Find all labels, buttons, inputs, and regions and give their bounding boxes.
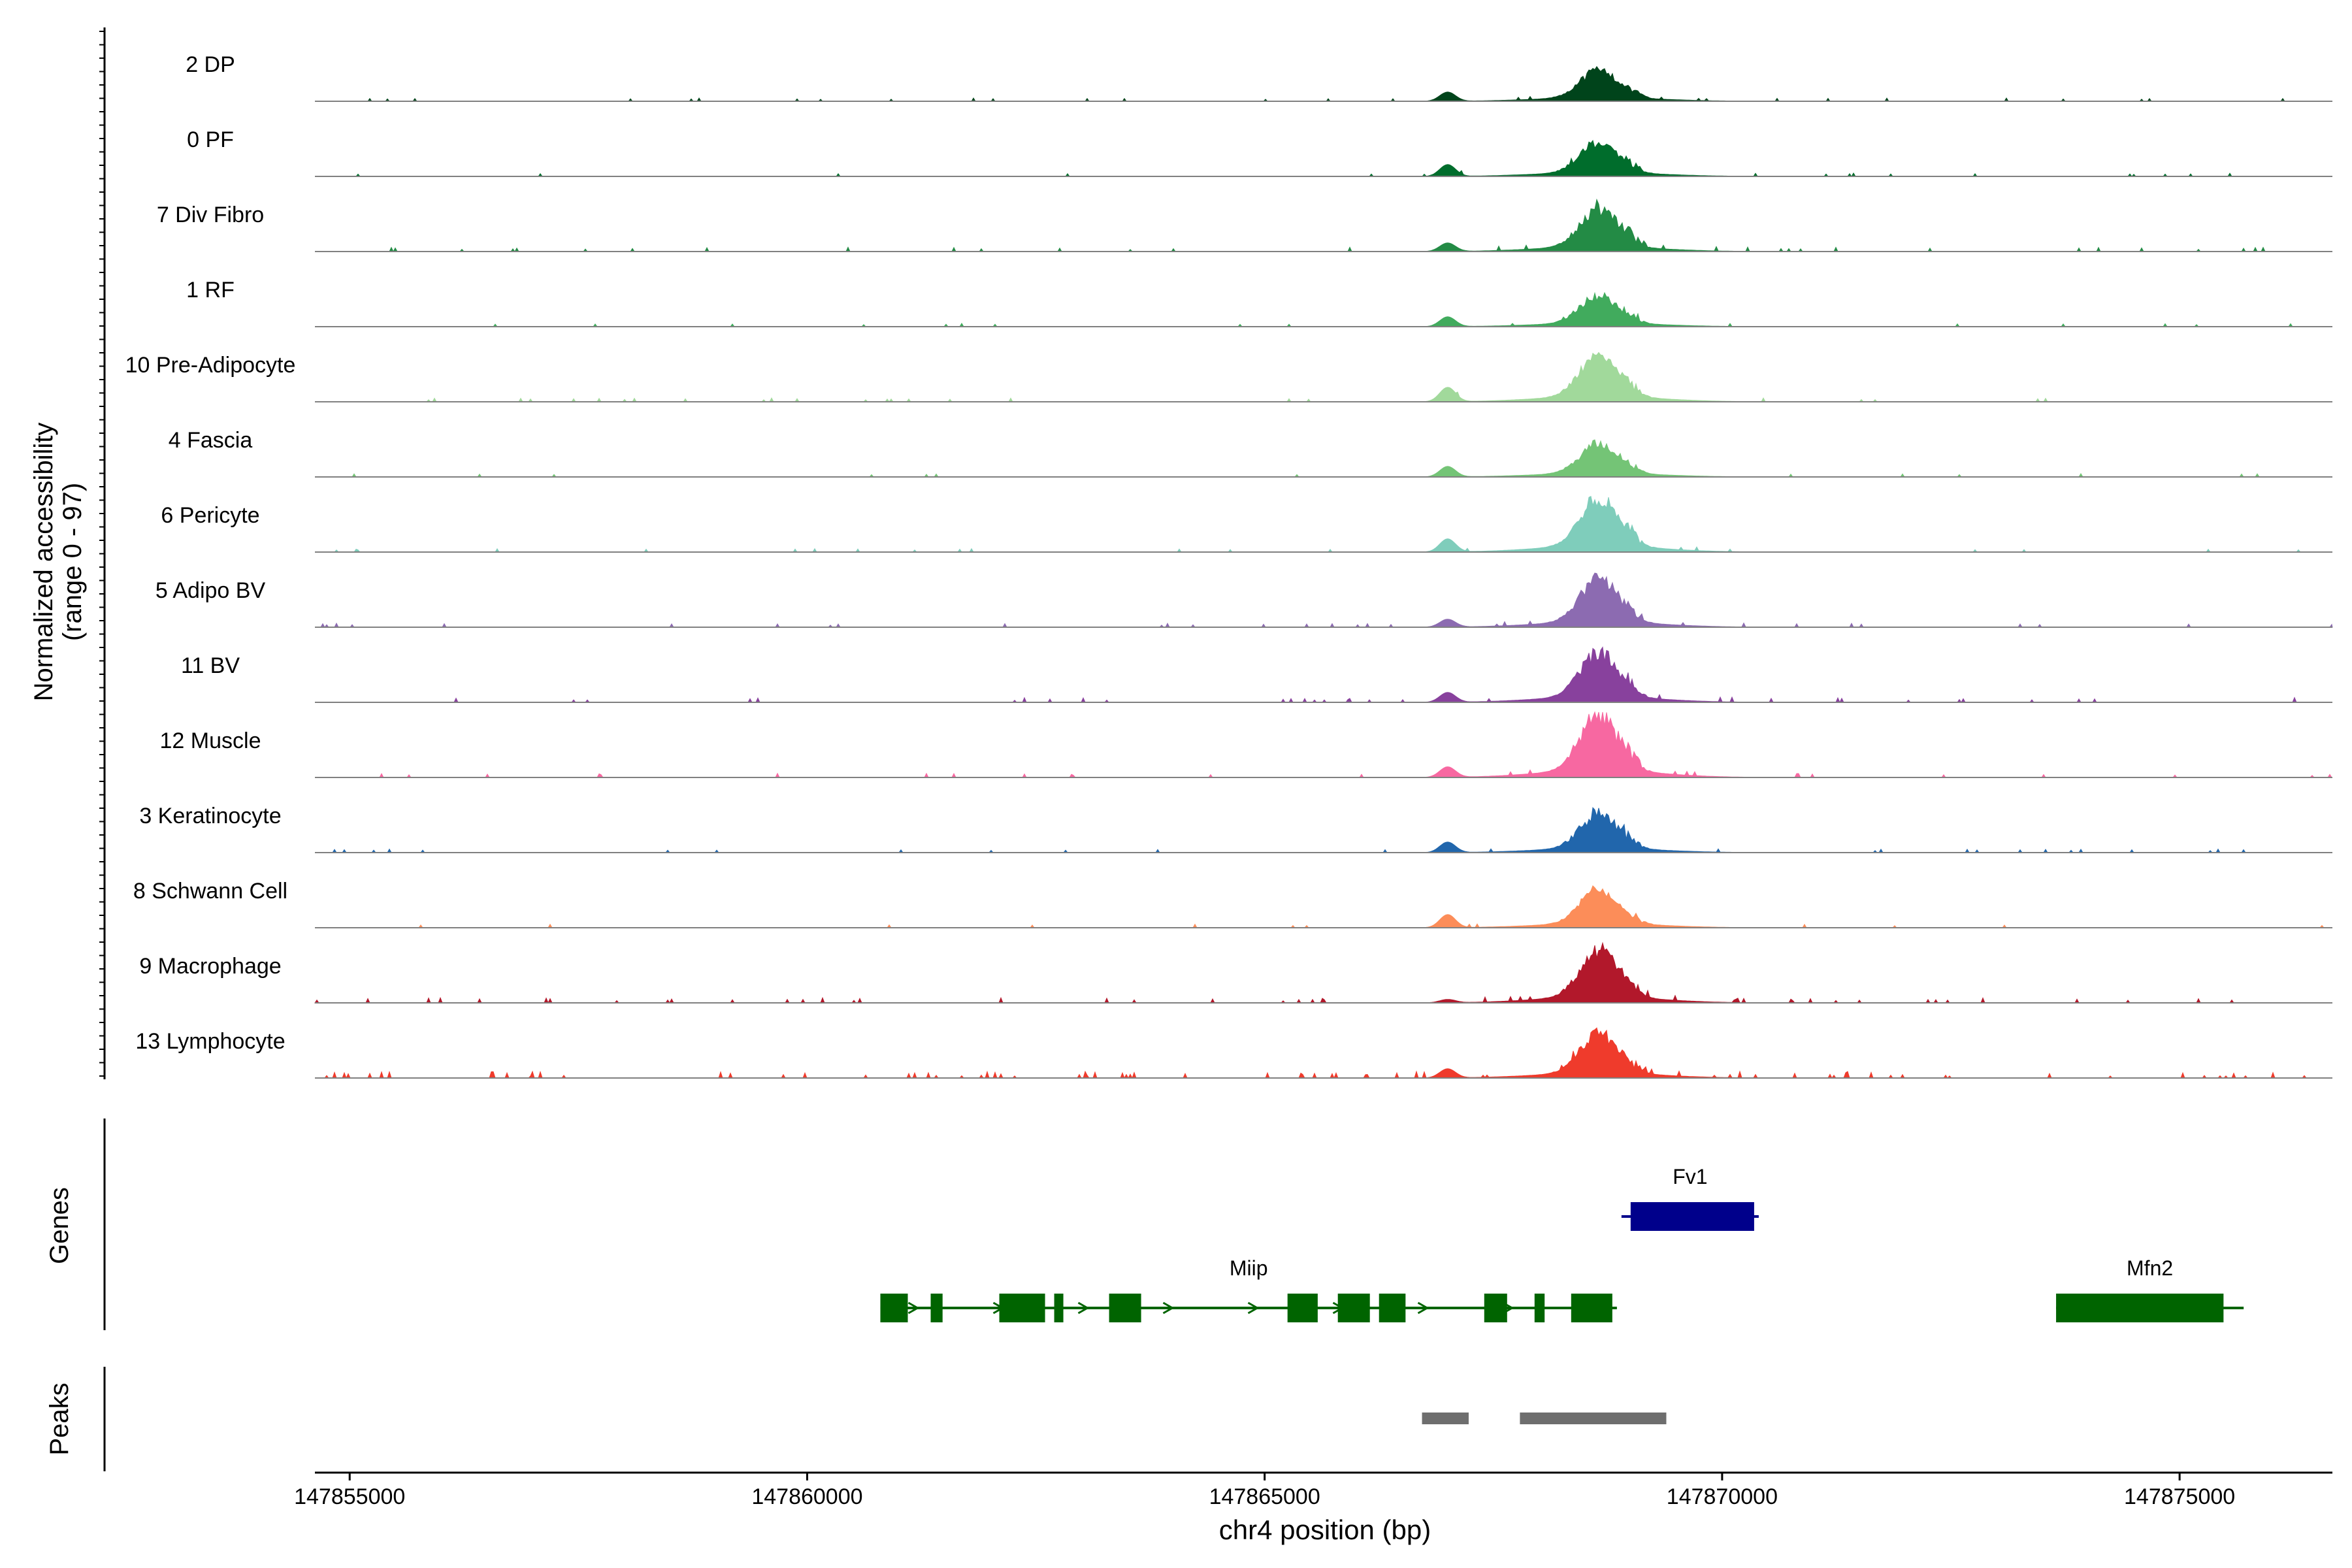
strand-arrow	[1077, 1301, 1090, 1315]
gene-exon	[999, 1294, 1045, 1322]
y-axis-label: Normalized accessibility	[29, 423, 58, 702]
gene-exon	[1484, 1294, 1507, 1322]
gene-label: Mfn2	[2127, 1256, 2173, 1280]
coverage-area	[315, 351, 2332, 402]
gene-exon	[880, 1294, 908, 1322]
peak-region	[1422, 1413, 1469, 1424]
x-tick-label: 147870000	[1667, 1484, 1778, 1509]
coverage-area	[315, 711, 2332, 778]
x-tick-label: 147875000	[2124, 1484, 2235, 1509]
track-label: 3 Keratinocyte	[139, 804, 281, 828]
track-label: 7 Div Fibro	[157, 203, 264, 227]
coverage-area	[315, 439, 2332, 478]
strand-arrow	[1247, 1301, 1260, 1315]
coverage-area	[315, 198, 2332, 253]
track-label: 6 Pericyte	[161, 503, 259, 528]
coverage-area	[315, 291, 2332, 327]
coverage-area	[314, 941, 2332, 1004]
track-label: 12 Muscle	[160, 728, 261, 753]
coverage-area	[315, 1027, 2332, 1079]
gene-fv1: Fv1	[1621, 1165, 1759, 1231]
track-label: 9 Macrophage	[139, 954, 281, 979]
gene-exon	[1109, 1294, 1141, 1322]
strand-arrow	[907, 1301, 920, 1315]
peaks-track-label: Peaks	[45, 1382, 74, 1455]
gene-exon	[2056, 1294, 2224, 1322]
coverage-area	[315, 807, 2332, 853]
track-label: 11 BV	[181, 653, 240, 678]
y-axis-label-range: (range 0 - 97)	[58, 483, 87, 641]
gene-exon	[1287, 1294, 1318, 1322]
coverage-tracks: 2 DP 0 PF 7 Div Fibro 1 RF 10 Pre-Adipocyte 4…	[125, 52, 2333, 1079]
gene-miip: Miip	[880, 1256, 1617, 1322]
track-label: 13 Lymphocyte	[135, 1029, 285, 1054]
gene-exon	[1379, 1294, 1406, 1322]
coverage-area	[315, 66, 2332, 102]
genes-track-label: Genes	[45, 1187, 74, 1264]
coverage-area	[315, 139, 2332, 177]
gene-exon	[930, 1294, 943, 1322]
peaks-track	[103, 1367, 1667, 1471]
gene-mfn2: Mfn2	[2056, 1256, 2244, 1322]
strand-arrow	[1417, 1301, 1429, 1315]
gene-exon	[1054, 1294, 1064, 1322]
gene-label: Miip	[1230, 1256, 1268, 1280]
gene-exon	[1534, 1294, 1545, 1322]
x-axis-label: chr4 position (bp)	[1219, 1514, 1431, 1545]
x-axis: 147855000 147860000 147865000 147870000 1478…	[294, 1471, 2332, 1509]
coverage-y-axis	[99, 27, 106, 1079]
gene-annotation-track: Fv1 Miip Mfn2	[103, 1119, 2244, 1330]
coverage-area	[315, 646, 2332, 704]
track-label: 0 PF	[187, 127, 234, 152]
gene-label: Fv1	[1673, 1165, 1707, 1188]
x-tick-label: 147855000	[294, 1484, 405, 1509]
peak-region	[1520, 1413, 1667, 1424]
track-label: 4 Fascia	[169, 428, 253, 453]
track-label: 5 Adipo BV	[155, 578, 266, 603]
coverage-area	[315, 495, 2332, 553]
coverage-area	[315, 885, 2332, 928]
gene-exon	[1630, 1202, 1754, 1231]
strand-arrow	[1162, 1301, 1175, 1315]
track-label: 1 RF	[186, 278, 235, 302]
coverage-area	[315, 572, 2333, 628]
track-label: 8 Schwann Cell	[133, 879, 287, 904]
gene-exon	[1571, 1294, 1612, 1322]
track-label: 10 Pre-Adipocyte	[125, 353, 296, 378]
x-tick-label: 147860000	[751, 1484, 862, 1509]
gene-exon	[1337, 1294, 1370, 1322]
x-tick-label: 147865000	[1209, 1484, 1320, 1509]
track-label: 2 DP	[186, 52, 235, 77]
